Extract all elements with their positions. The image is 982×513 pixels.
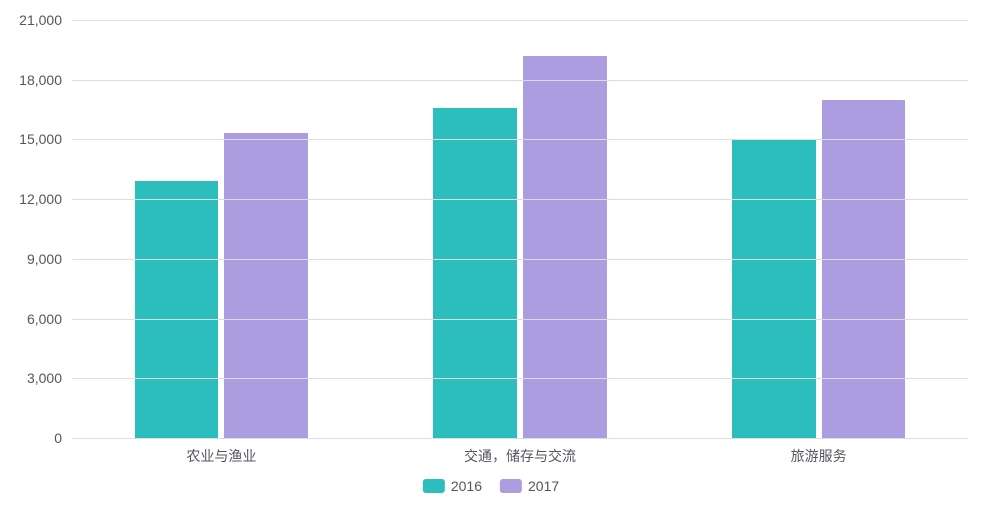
gridline	[72, 20, 968, 21]
legend-item: 2017	[500, 478, 559, 494]
gridline	[72, 199, 968, 200]
y-tick-label: 18,000	[0, 72, 62, 88]
bar-chart: 0 3,000 6,000 9,000 12,000 15,000 18,000 21,000…	[0, 0, 982, 513]
y-tick-label: 3,000	[0, 370, 62, 386]
bar	[732, 139, 816, 438]
y-tick-label: 12,000	[0, 191, 62, 207]
bar	[135, 181, 219, 438]
gridline	[72, 319, 968, 320]
legend-label: 2016	[451, 478, 482, 494]
bar	[224, 133, 308, 438]
gridline	[72, 139, 968, 140]
bar	[822, 100, 906, 438]
y-tick-label: 15,000	[0, 131, 62, 147]
gridline	[72, 438, 968, 439]
plot-area	[72, 20, 968, 438]
gridline	[72, 378, 968, 379]
bar	[433, 108, 517, 438]
bar	[523, 56, 607, 438]
gridline	[72, 80, 968, 81]
legend-swatch	[423, 479, 445, 493]
legend: 2016 2017	[423, 478, 559, 494]
x-tick-label: 农业与渔业	[186, 446, 256, 466]
y-tick-label: 6,000	[0, 311, 62, 327]
x-tick-label: 交通，储存与交流	[464, 446, 576, 466]
y-tick-label: 21,000	[0, 12, 62, 28]
y-tick-label: 9,000	[0, 251, 62, 267]
x-tick-label: 旅游服务	[791, 446, 847, 466]
legend-label: 2017	[528, 478, 559, 494]
y-tick-label: 0	[0, 430, 62, 446]
legend-item: 2016	[423, 478, 482, 494]
gridline	[72, 259, 968, 260]
legend-swatch	[500, 479, 522, 493]
